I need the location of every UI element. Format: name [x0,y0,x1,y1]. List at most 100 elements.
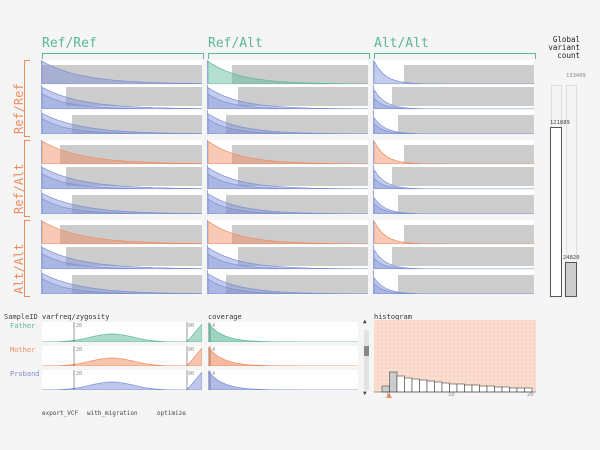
histogram-bar [441,382,450,393]
with-migration-button[interactable]: with_migration [87,410,138,417]
cell-axis [41,165,42,189]
grey-region [404,65,534,84]
varfreq-area [42,371,202,390]
coverage-header: coverage [208,313,242,321]
grey-region [42,65,202,84]
density-area [42,220,202,244]
density-area-2 [42,118,202,134]
grid-cell[interactable] [208,190,368,214]
histogram-bar [404,377,413,393]
histogram-threshold-marker[interactable] [386,393,392,398]
grid-cell[interactable] [42,245,202,269]
grid-cell[interactable] [42,60,202,84]
histogram-bar [501,386,510,393]
grid-cell[interactable] [208,85,368,109]
histogram-bar [449,383,458,393]
grey-region [392,167,534,186]
grid-cell[interactable] [42,85,202,109]
density-area-2 [374,258,534,269]
grid-cell[interactable] [374,245,534,269]
coverage-plot[interactable] [208,370,358,390]
cell-axis [373,165,374,189]
grid-cell[interactable] [42,270,202,294]
grid-cell[interactable] [374,140,534,164]
cell-axis [41,140,42,164]
coverage-area [208,322,358,342]
grid-cell[interactable] [374,270,534,294]
grey-region [72,195,202,214]
global-max-label: 133409 [566,73,586,79]
grid-cell[interactable] [42,140,202,164]
scroll-track[interactable] [364,330,369,390]
varfreq-area [42,323,202,342]
density-area [374,140,534,164]
density-area [374,197,534,214]
grid-cell[interactable] [208,140,368,164]
histogram-header: histogram [374,313,412,321]
grid-cell[interactable] [42,220,202,244]
col-brace-refalt [208,53,370,59]
coverage-area [208,370,358,390]
histogram-bar [509,387,518,393]
varfreq-plot[interactable] [42,346,202,366]
coverage-plot[interactable] [208,322,358,342]
grid-cell[interactable] [42,190,202,214]
coverage-tick: 4 [212,347,216,353]
density-area-2 [374,123,534,134]
scroll-up-icon[interactable]: ▲ [363,318,367,325]
grey-region [232,65,368,84]
grid-cell[interactable] [42,165,202,189]
grid-cell[interactable] [208,60,368,84]
varfreq-plot[interactable] [42,322,202,342]
scroll-thumb[interactable] [364,346,369,356]
global-bar1[interactable] [550,127,562,297]
grid-cell[interactable] [374,190,534,214]
grid-cell[interactable] [42,110,202,134]
grid-cell[interactable] [374,110,534,134]
varfreq-plot[interactable] [42,370,202,390]
grid-cell[interactable] [208,245,368,269]
grid-cell[interactable] [374,220,534,244]
coverage-area [208,346,358,366]
grid-cell[interactable] [208,165,368,189]
global-title-l1: Global [552,35,580,44]
varfreq-right-tick: 90 [188,371,195,377]
density-area [208,60,368,84]
row-brace-altalt [24,220,30,297]
grid-cell[interactable] [374,85,534,109]
histogram-bar [411,378,420,393]
density-area [374,117,534,134]
density-area-2 [208,198,368,214]
density-area [208,220,368,244]
histogram-bar [494,386,503,393]
cell-axis [41,270,42,294]
grey-region [238,87,368,106]
histogram-bar [464,384,473,393]
histogram-plot [374,320,536,398]
density-area-2 [208,278,368,294]
sample-father[interactable]: Father [10,322,36,330]
varfreq-right-tick: 90 [188,323,195,329]
global-bar2[interactable] [565,262,577,297]
grey-region [238,167,368,186]
density-area [42,246,202,269]
cell-axis [207,110,208,134]
export-vcf-button[interactable]: export_VCF [42,410,79,417]
grey-region [66,247,202,266]
col-brace-refref [42,53,204,59]
grey-region [392,247,534,266]
scroll-down-icon[interactable]: ▼ [363,390,367,397]
cell-axis [41,220,42,244]
grid-cell[interactable] [208,270,368,294]
coverage-plot[interactable] [208,346,358,366]
grid-cell[interactable] [374,60,534,84]
varfreq-left-tick: 20 [76,323,83,329]
cell-axis [41,85,42,109]
density-area-2 [42,198,202,214]
sample-mother[interactable]: Mother [10,346,36,354]
grid-cell[interactable] [208,220,368,244]
optimize-button[interactable]: optimize [157,410,186,417]
grid-cell[interactable] [374,165,534,189]
grid-cell[interactable] [208,110,368,134]
sample-proband[interactable]: Proband [10,370,40,378]
